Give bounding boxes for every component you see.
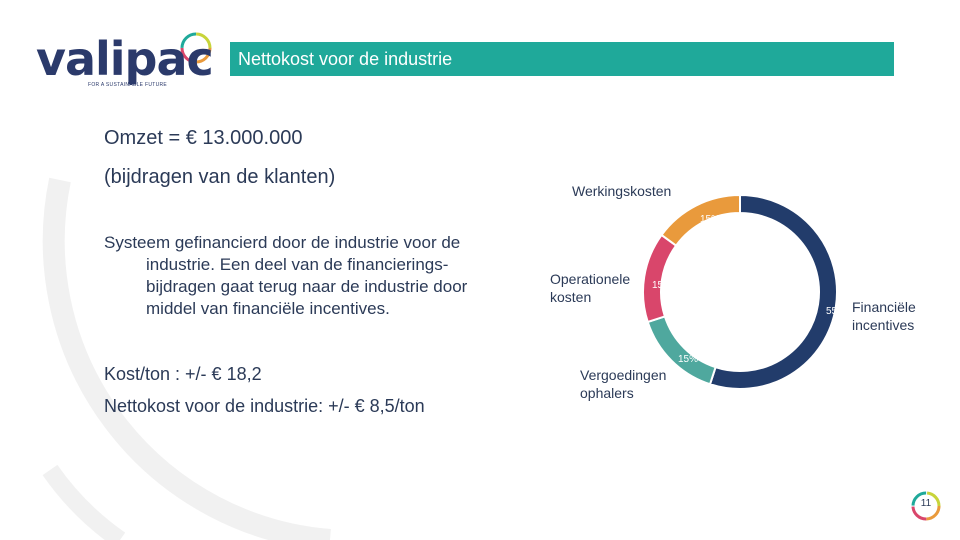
net-cost-line: Nettokost voor de industrie: +/- € 8,5/t… xyxy=(104,396,425,416)
slice-category-label: Vergoedingen ophalers xyxy=(580,367,666,401)
donut-slice-operationele-kosten xyxy=(642,233,678,324)
slice-percent-label: 55% xyxy=(826,306,846,317)
body-line-2: industrie. Een deel van de financierings… xyxy=(146,255,449,274)
slice-percent-label: 15% xyxy=(652,280,672,291)
page-number: 11 xyxy=(920,498,932,509)
cost-per-ton: Kost/ton : +/- € 18,2 xyxy=(104,364,262,384)
title-bar: Nettokost voor de industrie xyxy=(230,42,894,76)
body-paragraph: Systeem gefinancierd door de industrie v… xyxy=(104,232,534,320)
donut-slice-werkingskosten xyxy=(660,193,741,247)
slice-percent-label: 15% xyxy=(700,214,720,225)
body-line-3: bijdragen gaat terug naar de industrie d… xyxy=(146,277,468,296)
donut-slice-financi-le-incentives xyxy=(708,193,838,390)
body-line-4: middel van financiële incentives. xyxy=(146,299,390,318)
logo-word: valipac xyxy=(36,32,214,86)
slice-category-label: Werkingskosten xyxy=(572,183,671,199)
revenue-line: Omzet = € 13.000.000 xyxy=(104,127,303,149)
revenue-subline: (bijdragen van de klanten) xyxy=(104,166,336,188)
slice-category-label: Operationele kosten xyxy=(550,271,630,305)
page-number-badge: 11 xyxy=(908,488,944,524)
slice-category-label: Financiële incentives xyxy=(852,299,916,333)
logo-ring-icon xyxy=(180,32,212,64)
page-number-ring-icon xyxy=(911,491,941,521)
page-title: Nettokost voor de industrie xyxy=(238,49,453,69)
slice-percent-label: 15% xyxy=(678,354,698,365)
body-line-1: Systeem gefinancierd door de industrie v… xyxy=(104,233,461,252)
valipac-logo: valipac FOR A SUSTAINABLE FUTURE xyxy=(30,26,220,92)
donut-chart: 55% 15% 15% 15% Financiële incentives Vergoedi… xyxy=(550,183,916,401)
logo-tagline: FOR A SUSTAINABLE FUTURE xyxy=(88,82,168,88)
